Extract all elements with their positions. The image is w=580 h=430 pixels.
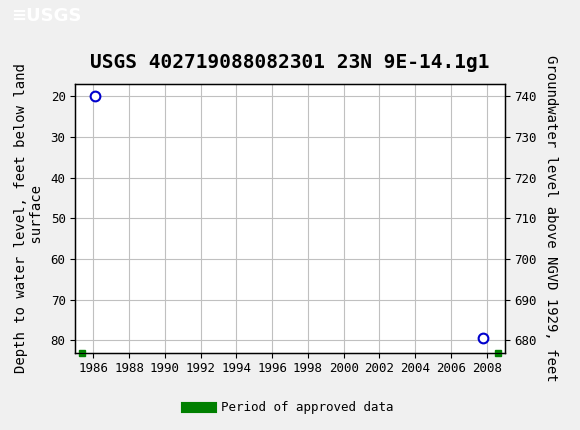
Text: USGS 402719088082301 23N 9E-14.1g1: USGS 402719088082301 23N 9E-14.1g1 [90,53,490,72]
Y-axis label: Depth to water level, feet below land
 surface: Depth to water level, feet below land su… [13,63,44,373]
Legend: Period of approved data: Period of approved data [181,396,399,419]
Y-axis label: Groundwater level above NGVD 1929, feet: Groundwater level above NGVD 1929, feet [544,55,558,381]
Text: ≡USGS: ≡USGS [12,7,82,25]
